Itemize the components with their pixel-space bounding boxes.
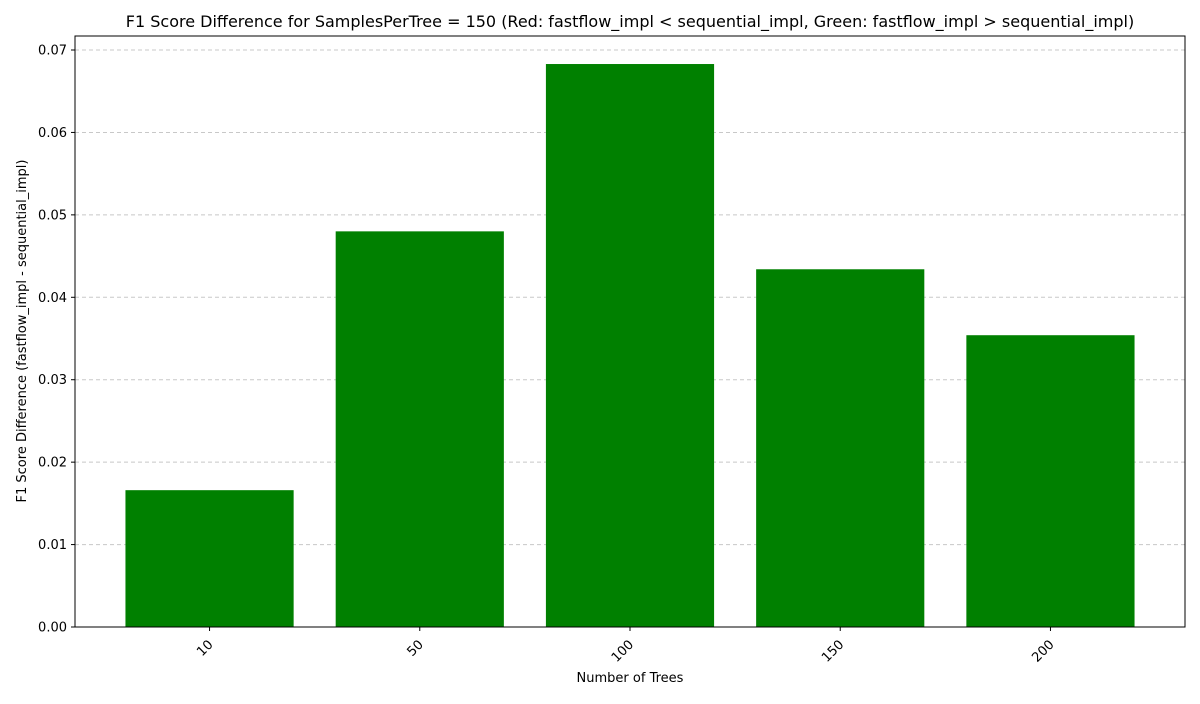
bar-100	[545, 64, 715, 628]
y-tick-label: 0.02	[38, 456, 67, 471]
bars	[125, 64, 1135, 628]
x-tick-label: 100	[609, 637, 637, 665]
y-tick-label: 0.06	[38, 126, 67, 141]
y-tick-label: 0.05	[38, 208, 67, 223]
bar-50	[335, 231, 504, 627]
x-tick-label: 200	[1029, 637, 1057, 665]
x-tick-label: 10	[194, 637, 216, 659]
chart-title: F1 Score Difference for SamplesPerTree =…	[126, 12, 1134, 32]
y-tick-label: 0.01	[38, 538, 67, 553]
y-tick-label: 0.04	[38, 291, 67, 306]
y-axis-label: F1 Score Difference (fastflow_impl - seq…	[15, 160, 30, 503]
bar-150	[756, 269, 925, 627]
x-ticks: 10 50 100 150 200	[194, 627, 1058, 666]
x-tick-label: 150	[819, 637, 847, 665]
y-tick-label: 0.07	[38, 44, 67, 59]
bar-200	[966, 335, 1135, 627]
y-tick-label: 0.00	[38, 621, 67, 636]
y-ticks: 0.00 0.01 0.02 0.03 0.04 0.05 0.06 0.07	[38, 44, 75, 636]
x-tick-label: 50	[405, 637, 427, 659]
y-tick-label: 0.03	[38, 373, 67, 388]
x-axis-label: Number of Trees	[577, 671, 684, 686]
bar-10	[125, 490, 294, 627]
